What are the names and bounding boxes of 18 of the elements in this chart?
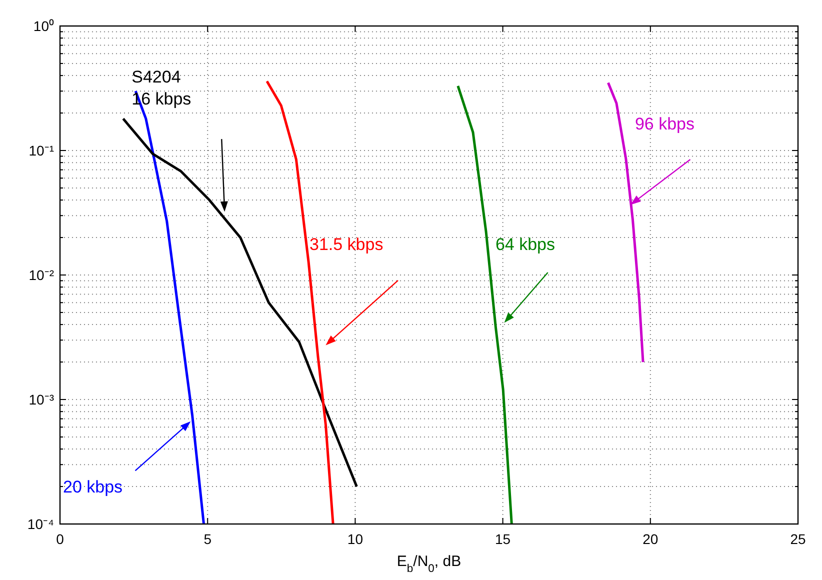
- y-tick-label: 10⁰: [33, 18, 54, 34]
- y-tick-label: 10⁻³: [28, 391, 54, 408]
- line-series: [134, 90, 206, 526]
- x-tick-label: 10: [347, 531, 364, 547]
- y-tick-label: 10⁻²: [28, 266, 54, 283]
- x-tick-label: 15: [495, 531, 511, 547]
- annotation: 31.5 kbps: [309, 235, 384, 254]
- annotation: 96 kbps: [634, 114, 694, 134]
- line-series: [456, 84, 513, 526]
- annotation: 20 kbps: [63, 478, 123, 497]
- y-tick-label: 10⁻⁴: [27, 516, 54, 532]
- x-tick-label: 5: [204, 531, 212, 547]
- x-tick-label: 25: [790, 531, 806, 547]
- x-axis-title: E$_{b}$/N$_{0}$, dB: [396, 553, 462, 575]
- x-tick-label: 20: [642, 531, 658, 547]
- x-tick-label: 0: [56, 531, 64, 547]
- annotation: 64 kbps: [495, 235, 556, 254]
- y-tick-label: 10⁻¹: [28, 142, 54, 158]
